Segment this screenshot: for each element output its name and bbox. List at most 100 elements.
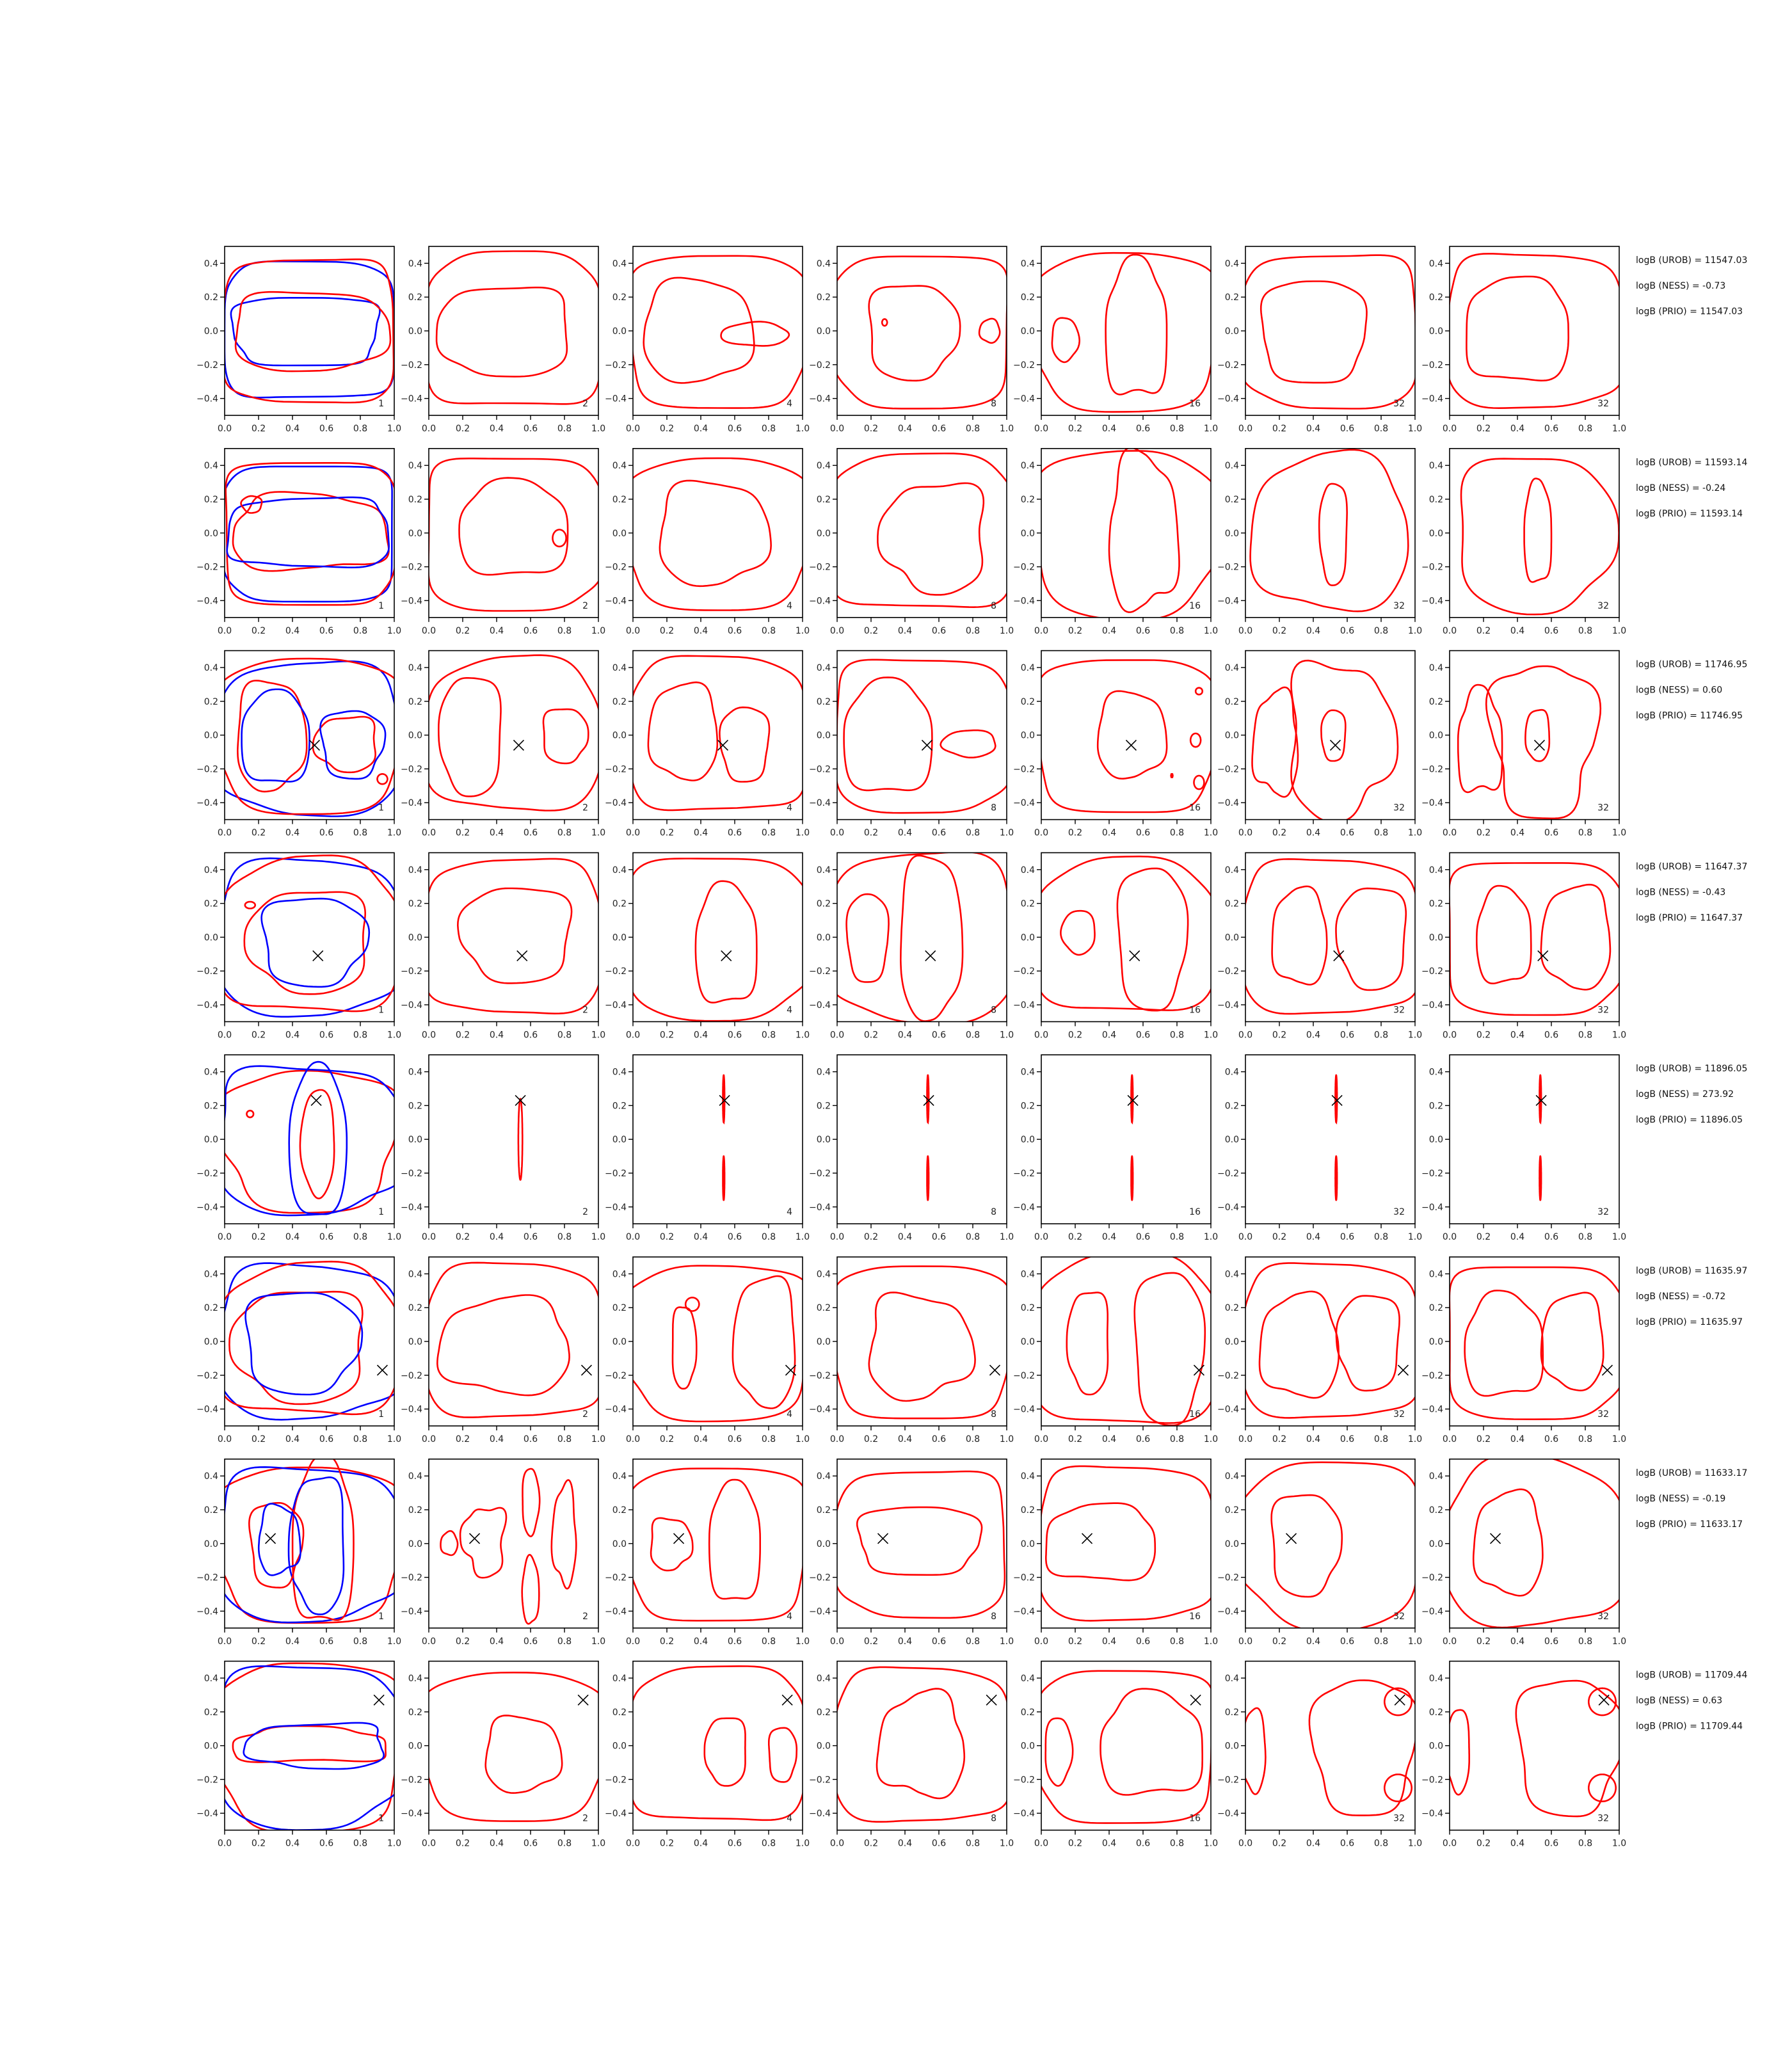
x-tick-label: 0.4 bbox=[490, 1434, 504, 1444]
x-tick-label: 0.0 bbox=[1443, 1839, 1457, 1849]
panel-label: 32 bbox=[1597, 1612, 1609, 1622]
x-tick-label: 1.0 bbox=[1612, 1030, 1626, 1040]
red-contour bbox=[1189, 732, 1202, 748]
x-tick-label: 0.4 bbox=[490, 1636, 504, 1647]
y-tick-label: 0.4 bbox=[1021, 461, 1035, 471]
red-contour bbox=[517, 1098, 524, 1181]
axes-frame bbox=[428, 1459, 599, 1629]
x-tick-label: 0.6 bbox=[1544, 1434, 1558, 1444]
panel-label: 8 bbox=[991, 803, 996, 813]
y-tick-label: 0.2 bbox=[204, 697, 218, 707]
y-tick-label: 0.4 bbox=[1225, 1674, 1239, 1684]
red-contour bbox=[1540, 1292, 1604, 1392]
panel-label: 8 bbox=[991, 1207, 996, 1217]
contours bbox=[1041, 1465, 1211, 1622]
y-tick-label: −0.2 bbox=[809, 1775, 831, 1785]
red-contour bbox=[647, 681, 719, 781]
panel-r4-c5: 0.0 0.2 0.4 0.6 0.8 1.0 0.4 0.2 0.0 −0.2 −0.4 16 bbox=[1013, 852, 1218, 1040]
red-contour bbox=[703, 1717, 746, 1787]
y-tick-label: −0.2 bbox=[401, 1775, 422, 1785]
red-contour bbox=[1041, 1670, 1211, 1824]
x-tick-label: 0.8 bbox=[1170, 424, 1184, 434]
red-contour bbox=[877, 482, 985, 596]
red-contour bbox=[856, 1506, 983, 1576]
red-contour bbox=[459, 1507, 508, 1579]
y-tick-label: 0.2 bbox=[1429, 1708, 1443, 1718]
contours bbox=[1457, 665, 1602, 820]
x-tick-label: 0.0 bbox=[422, 1030, 436, 1040]
x-tick-label: 0.8 bbox=[1374, 626, 1388, 636]
panel-r6-c1: 0.0 0.2 0.4 0.6 0.8 1.0 0.4 0.2 0.0 −0.2 −0.4 1 bbox=[196, 1256, 401, 1444]
x-tick-label: 1.0 bbox=[387, 828, 401, 838]
y-tick-label: 0.4 bbox=[1021, 259, 1035, 269]
red-contour bbox=[437, 677, 502, 797]
red-contour bbox=[522, 1468, 541, 1537]
y-tick-label: −0.4 bbox=[809, 798, 831, 808]
x-tick-label: 0.8 bbox=[966, 828, 980, 838]
axes-frame bbox=[836, 1660, 1007, 1831]
y-tick-label: −0.4 bbox=[196, 798, 218, 808]
x-tick-label: 0.0 bbox=[1443, 1030, 1457, 1040]
x-tick-label: 0.2 bbox=[252, 1434, 266, 1444]
panel-label: 32 bbox=[1393, 1207, 1405, 1217]
logb-annotation: logB (PRIO) = 11896.05 bbox=[1636, 1115, 1743, 1125]
y-tick-label: −0.4 bbox=[1217, 1000, 1239, 1011]
y-tick-label: −0.4 bbox=[401, 1606, 422, 1617]
red-contour bbox=[1450, 1709, 1470, 1796]
red-contour bbox=[1450, 1459, 1619, 1628]
x-tick-label: 0.2 bbox=[1272, 1839, 1286, 1849]
y-tick-label: 0.4 bbox=[1225, 1471, 1239, 1482]
y-tick-label: 0.0 bbox=[204, 1539, 218, 1549]
x-tick-label: 1.0 bbox=[591, 1434, 605, 1444]
panel-r6-c5: 0.0 0.2 0.4 0.6 0.8 1.0 0.4 0.2 0.0 −0.2 −0.4 16 bbox=[1013, 1256, 1218, 1444]
x-tick-label: 1.0 bbox=[591, 424, 605, 434]
y-tick-label: 0.4 bbox=[204, 259, 218, 269]
x-tick-label: 0.0 bbox=[1034, 626, 1048, 636]
red-contour bbox=[1450, 862, 1619, 1016]
panel-r3-c4: 0.0 0.2 0.4 0.6 0.8 1.0 0.4 0.2 0.0 −0.2 −0.4 8 bbox=[809, 650, 1014, 838]
contours bbox=[633, 1665, 803, 1821]
x-tick-label: 0.2 bbox=[1068, 1434, 1082, 1444]
y-tick-label: −0.2 bbox=[1013, 764, 1035, 774]
y-tick-label: −0.2 bbox=[1013, 1169, 1035, 1179]
x-tick-label: 0.4 bbox=[1510, 1839, 1524, 1849]
red-contour bbox=[1523, 477, 1553, 583]
x-tick-label: 1.0 bbox=[1000, 626, 1014, 636]
y-tick-label: −0.4 bbox=[1013, 1809, 1035, 1819]
x-tick-label: 0.0 bbox=[422, 626, 436, 636]
y-tick-label: −0.2 bbox=[1013, 966, 1035, 977]
contours bbox=[837, 1265, 1007, 1420]
x-tick-label: 0.6 bbox=[1340, 1030, 1354, 1040]
y-tick-label: 0.0 bbox=[1225, 1741, 1239, 1752]
x-tick-label: 0.2 bbox=[456, 1232, 470, 1242]
contours bbox=[1041, 855, 1211, 1012]
blue-contour bbox=[288, 1060, 348, 1215]
y-tick-label: 0.0 bbox=[408, 326, 422, 337]
red-contour bbox=[633, 457, 803, 611]
y-tick-label: 0.4 bbox=[817, 663, 831, 673]
x-tick-label: 0.8 bbox=[353, 626, 367, 636]
y-tick-label: 0.2 bbox=[408, 1708, 422, 1718]
red-contour bbox=[1320, 709, 1347, 762]
x-tick-label: 0.4 bbox=[285, 828, 300, 838]
contours bbox=[633, 255, 803, 409]
x-tick-label: 0.6 bbox=[932, 1636, 946, 1647]
contours bbox=[837, 255, 1007, 410]
y-tick-label: −0.4 bbox=[401, 1809, 422, 1819]
red-contour bbox=[1060, 909, 1096, 956]
panel-label: 32 bbox=[1597, 1409, 1609, 1420]
x-tick-label: 0.4 bbox=[694, 1839, 708, 1849]
x-tick-label: 0.2 bbox=[1272, 828, 1286, 838]
logb-annotation: logB (UROB) = 11896.05 bbox=[1636, 1064, 1747, 1074]
blue-contour bbox=[260, 897, 371, 988]
red-contour bbox=[837, 1666, 1007, 1823]
y-tick-label: 0.0 bbox=[1021, 529, 1035, 539]
contours bbox=[1450, 253, 1619, 410]
y-tick-label: 0.4 bbox=[817, 865, 831, 876]
panel-r8-c6: 0.0 0.2 0.4 0.6 0.8 1.0 0.4 0.2 0.0 −0.2 −0.4 32 bbox=[1217, 1660, 1422, 1849]
x-marker bbox=[1193, 1364, 1205, 1376]
x-tick-label: 0.0 bbox=[1238, 828, 1252, 838]
x-tick-label: 0.0 bbox=[1034, 1434, 1048, 1444]
x-tick-label: 0.4 bbox=[285, 1434, 300, 1444]
x-tick-label: 0.4 bbox=[1306, 1232, 1320, 1242]
